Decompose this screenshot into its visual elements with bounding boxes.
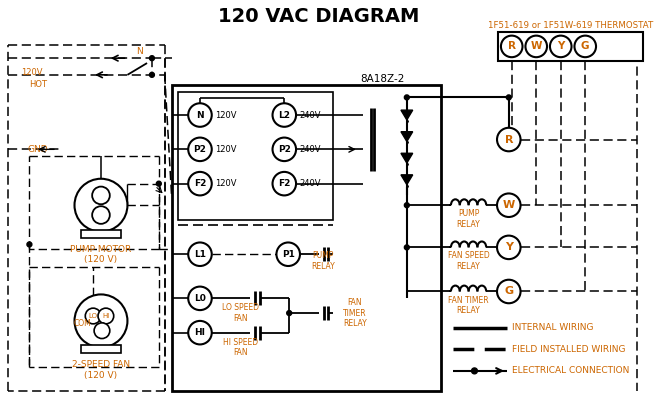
Circle shape <box>94 323 110 339</box>
Text: PUMP
RELAY: PUMP RELAY <box>457 209 480 229</box>
Text: COM: COM <box>74 319 91 328</box>
Circle shape <box>85 308 101 324</box>
Bar <box>81 230 121 238</box>
Text: N: N <box>136 47 143 56</box>
Bar <box>178 93 333 220</box>
Text: L2: L2 <box>278 111 290 119</box>
Text: 120 VAC DIAGRAM: 120 VAC DIAGRAM <box>218 7 419 26</box>
Text: INTERNAL WIRING: INTERNAL WIRING <box>512 323 593 332</box>
Text: FIELD INSTALLED WIRING: FIELD INSTALLED WIRING <box>512 345 625 354</box>
Text: 8A18Z-2: 8A18Z-2 <box>360 74 405 84</box>
Circle shape <box>273 172 296 195</box>
Circle shape <box>497 194 521 217</box>
Text: G: G <box>505 287 513 297</box>
Text: P2: P2 <box>194 145 206 154</box>
Text: 120V: 120V <box>214 179 237 188</box>
Circle shape <box>98 308 114 324</box>
Text: W: W <box>531 41 542 52</box>
Text: FAN
TIMER
RELAY: FAN TIMER RELAY <box>343 298 367 328</box>
Circle shape <box>277 243 300 266</box>
Text: Y: Y <box>557 41 564 52</box>
Circle shape <box>74 179 127 232</box>
Text: Y: Y <box>505 242 513 252</box>
Circle shape <box>497 128 521 151</box>
Text: ELECTRICAL CONNECTION: ELECTRICAL CONNECTION <box>512 366 629 375</box>
Text: F2: F2 <box>194 179 206 188</box>
Text: W: W <box>502 200 515 210</box>
Circle shape <box>497 280 521 303</box>
Text: 240V: 240V <box>299 179 320 188</box>
Polygon shape <box>401 175 413 185</box>
Circle shape <box>405 203 409 208</box>
Circle shape <box>273 137 296 161</box>
Circle shape <box>188 103 212 127</box>
Text: 1F51-619 or 1F51W-619 THERMOSTAT: 1F51-619 or 1F51W-619 THERMOSTAT <box>488 21 653 30</box>
Text: HI: HI <box>194 328 206 337</box>
Text: 120V: 120V <box>21 68 43 78</box>
Circle shape <box>27 242 32 247</box>
Circle shape <box>287 310 291 316</box>
Circle shape <box>149 56 154 61</box>
Text: 2-SPEED FAN
(120 V): 2-SPEED FAN (120 V) <box>72 360 130 380</box>
Text: P2: P2 <box>278 145 291 154</box>
Text: HI SPEED
FAN: HI SPEED FAN <box>222 338 258 357</box>
Circle shape <box>92 206 110 224</box>
Circle shape <box>156 181 161 186</box>
Circle shape <box>501 36 523 57</box>
Circle shape <box>405 245 409 250</box>
Text: L1: L1 <box>194 250 206 259</box>
Polygon shape <box>401 110 413 120</box>
Circle shape <box>188 321 212 344</box>
Bar <box>172 85 441 391</box>
Circle shape <box>188 287 212 310</box>
Circle shape <box>74 295 127 347</box>
Bar <box>498 32 643 61</box>
Text: HI: HI <box>103 313 109 319</box>
Circle shape <box>273 103 296 127</box>
Text: PUMP
RELAY: PUMP RELAY <box>311 251 334 271</box>
Circle shape <box>574 36 596 57</box>
Text: R: R <box>508 41 516 52</box>
Circle shape <box>550 36 572 57</box>
Text: GND: GND <box>27 145 48 154</box>
Text: HOT: HOT <box>29 80 48 89</box>
Text: FAN TIMER
RELAY: FAN TIMER RELAY <box>448 295 489 315</box>
Circle shape <box>92 186 110 204</box>
Text: LO: LO <box>88 313 98 319</box>
Circle shape <box>497 235 521 259</box>
Circle shape <box>149 72 154 77</box>
Text: PUMP MOTOR
(120 V): PUMP MOTOR (120 V) <box>70 245 131 264</box>
Bar <box>81 345 121 353</box>
Text: G: G <box>581 41 590 52</box>
Text: LO SPEED
FAN: LO SPEED FAN <box>222 303 259 323</box>
Circle shape <box>188 243 212 266</box>
Circle shape <box>188 137 212 161</box>
Circle shape <box>507 95 511 100</box>
Circle shape <box>405 95 409 100</box>
Text: 240V: 240V <box>299 111 320 119</box>
Text: 120V: 120V <box>214 111 237 119</box>
Text: 240V: 240V <box>299 145 320 154</box>
Text: F2: F2 <box>278 179 291 188</box>
Text: P1: P1 <box>282 250 295 259</box>
Text: R: R <box>505 134 513 145</box>
Circle shape <box>472 368 478 374</box>
Text: N: N <box>196 111 204 119</box>
Text: FAN SPEED
RELAY: FAN SPEED RELAY <box>448 251 490 271</box>
Polygon shape <box>401 132 413 142</box>
Polygon shape <box>401 153 413 163</box>
Text: 120V: 120V <box>214 145 237 154</box>
Text: L0: L0 <box>194 294 206 303</box>
Circle shape <box>525 36 547 57</box>
Circle shape <box>188 172 212 195</box>
